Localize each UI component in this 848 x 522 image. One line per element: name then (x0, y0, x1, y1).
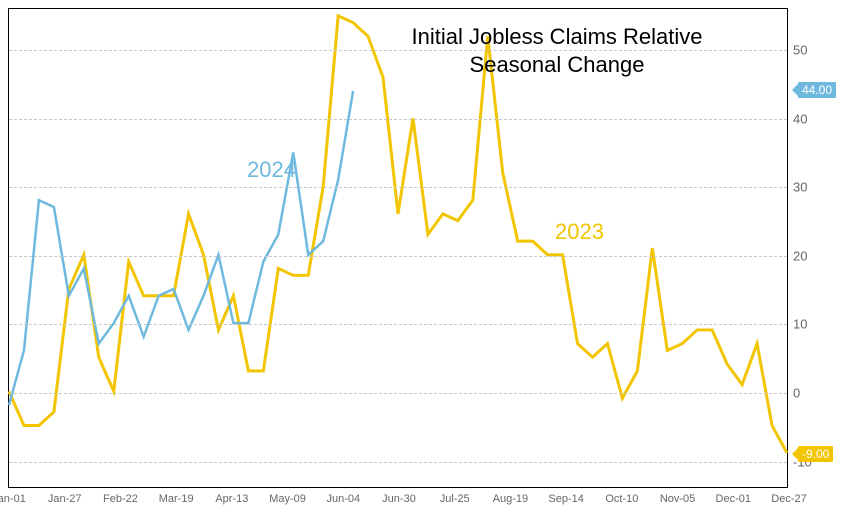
badge-value: 44.00 (802, 83, 832, 97)
grid-line (9, 256, 787, 257)
x-tick-label: Jun-30 (382, 493, 416, 505)
y-tick-label: 40 (789, 111, 807, 126)
x-tick-label: Mar-19 (159, 493, 194, 505)
x-tick-label: Dec-01 (716, 493, 751, 505)
x-tick-label: Jun-04 (326, 493, 360, 505)
x-tick-label: Sep-14 (548, 493, 583, 505)
y-tick-label: 50 (789, 43, 807, 58)
badge-value: -9.00 (802, 447, 829, 461)
x-tick-label: Jul-25 (440, 493, 470, 505)
grid-line (9, 119, 787, 120)
x-tick-label: Oct-10 (605, 493, 638, 505)
y-tick-label: 20 (789, 248, 807, 263)
series-2023-line (9, 16, 787, 453)
y-tick-label: 0 (789, 386, 800, 401)
series-2024-label: 2024 (247, 157, 296, 183)
grid-line (9, 187, 787, 188)
chart-svg (9, 9, 787, 487)
x-tick-label: Apr-13 (215, 493, 248, 505)
x-tick-label: Aug-19 (493, 493, 528, 505)
x-tick-label: Dec-27 (771, 493, 806, 505)
grid-line (9, 393, 787, 394)
chart-container: Initial Jobless Claims Relative Seasonal… (8, 8, 808, 506)
series-2023-label: 2023 (555, 219, 604, 245)
grid-line (9, 50, 787, 51)
x-tick-label: Nov-05 (660, 493, 695, 505)
series-2024-end-badge: 44.00 (798, 82, 836, 98)
x-tick-label: May-09 (269, 493, 306, 505)
x-tick-label: Jan-27 (48, 493, 82, 505)
x-tick-label: Jan-01 (0, 493, 26, 505)
y-tick-label: 10 (789, 317, 807, 332)
series-2023-end-badge: -9.00 (798, 446, 833, 462)
plot-area: Initial Jobless Claims Relative Seasonal… (8, 8, 788, 488)
y-tick-label: 30 (789, 180, 807, 195)
grid-line (9, 462, 787, 463)
x-tick-label: Feb-22 (103, 493, 138, 505)
grid-line (9, 324, 787, 325)
